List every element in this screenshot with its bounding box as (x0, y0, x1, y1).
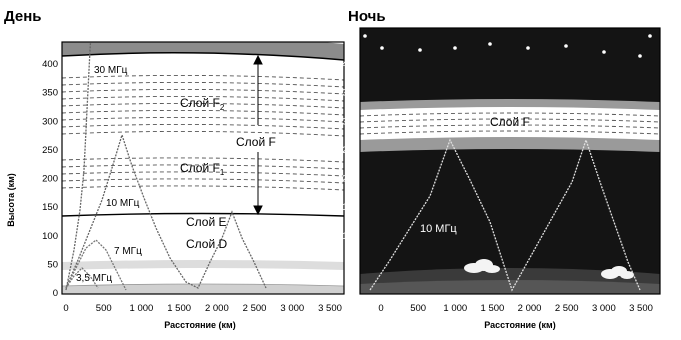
star-icon (602, 50, 606, 54)
day-wave-30mhz (65, 42, 92, 291)
day-x-tick: 2 000 (205, 303, 229, 314)
day-label-layer-e: Слой E (186, 215, 227, 229)
day-y-tick: 250 (42, 145, 58, 156)
night-y-axis: 400 350 300 250 200 150 100 50 0 (342, 59, 358, 299)
day-label-10mhz: 10 МГц (106, 198, 140, 209)
star-icon (638, 54, 642, 58)
day-x-tick: 2 500 (243, 303, 267, 314)
day-y-axis-label: Высота (км) (6, 173, 16, 227)
day-frame (61, 41, 345, 295)
day-layer-f-bracket (253, 54, 263, 216)
day-layer-f1-lines (62, 157, 344, 191)
star-icon (648, 34, 652, 38)
night-title: Ночь (348, 8, 386, 25)
day-y-tick: 400 (42, 59, 58, 70)
day-x-tick: 3 500 (318, 303, 342, 314)
night-panel: Ночь (342, 8, 661, 330)
night-cloud-right (601, 266, 634, 279)
night-label-10mhz: 10 МГц (420, 223, 457, 235)
day-y-axis: 400 350 300 250 200 150 100 50 0 (42, 59, 58, 299)
night-label-layer-f: Слой F (490, 115, 530, 129)
day-label-layer-f: Слой F (236, 135, 276, 149)
day-label-layer-f2: Слой F2 (180, 96, 225, 112)
night-y-tick: 0 (353, 288, 358, 299)
day-layer-d-band (62, 260, 344, 270)
day-x-axis-label: Расстояние (км) (164, 320, 235, 330)
night-y-tick: 150 (342, 202, 358, 213)
night-x-tick: 2 000 (518, 303, 542, 314)
day-label-30mhz: 30 МГц (94, 65, 128, 76)
day-label-layer-f1: Слой F1 (180, 161, 225, 177)
night-layer-f-lines (360, 112, 660, 135)
day-sky (62, 42, 344, 294)
day-x-tick: 0 (63, 303, 68, 314)
day-layer-f2-lines (62, 74, 344, 137)
day-label-7mhz: 7 МГц (114, 246, 142, 257)
day-wave-10mhz (65, 132, 267, 289)
star-icon (564, 44, 568, 48)
day-layer-e-line (62, 212, 344, 217)
day-y-tick: 100 (42, 231, 58, 242)
day-wave-7mhz (65, 239, 127, 291)
day-ground (62, 284, 344, 294)
night-x-tick: 1 500 (481, 303, 505, 314)
star-icon (380, 46, 384, 50)
night-y-tick: 300 (342, 116, 358, 127)
star-icon (453, 46, 457, 50)
night-wave-10mhz (369, 137, 641, 292)
day-label-35mhz: 3,5 МГц (76, 273, 112, 284)
night-sky (360, 28, 660, 294)
night-y-tick: 350 (342, 88, 358, 99)
day-x-tick: 500 (96, 303, 112, 314)
day-label-layer-d: Слой D (186, 237, 228, 251)
day-y-tick: 50 (47, 259, 58, 270)
day-panel: День (4, 8, 345, 330)
night-x-axis-label: Расстояние (км) (484, 320, 555, 330)
night-y-tick: 100 (342, 231, 358, 242)
night-y-tick: 250 (342, 145, 358, 156)
night-x-tick: 500 (410, 303, 426, 314)
star-icon (488, 42, 492, 46)
day-top-band (62, 42, 344, 60)
night-x-tick: 3 000 (592, 303, 616, 314)
star-icon (526, 46, 530, 50)
night-cloud-left (464, 259, 500, 273)
day-wave-35mhz (65, 267, 99, 289)
day-y-tick: 150 (42, 202, 58, 213)
night-y-tick: 400 (342, 59, 358, 70)
day-x-tick: 1 000 (130, 303, 154, 314)
day-y-tick: 200 (42, 174, 58, 185)
night-x-tick: 0 (378, 303, 383, 314)
day-x-axis: 0 500 1 000 1 500 2 000 2 500 3 000 3 500 (63, 303, 342, 314)
night-stars (363, 34, 652, 58)
day-y-tick: 0 (53, 288, 58, 299)
night-x-tick: 2 500 (555, 303, 579, 314)
day-x-tick: 1 500 (167, 303, 191, 314)
star-icon (363, 34, 367, 38)
day-x-tick: 3 000 (280, 303, 304, 314)
night-x-tick: 1 000 (443, 303, 467, 314)
night-y-tick: 200 (342, 174, 358, 185)
day-y-tick: 300 (42, 116, 58, 127)
day-y-tick: 350 (42, 88, 58, 99)
day-title: День (4, 8, 42, 25)
night-x-tick: 3 500 (629, 303, 653, 314)
star-icon (418, 48, 422, 52)
night-x-axis: 0 500 1 000 1 500 2 000 2 500 3 000 3 500 (378, 303, 653, 314)
night-y-tick: 50 (347, 259, 358, 270)
night-frame (359, 27, 661, 295)
